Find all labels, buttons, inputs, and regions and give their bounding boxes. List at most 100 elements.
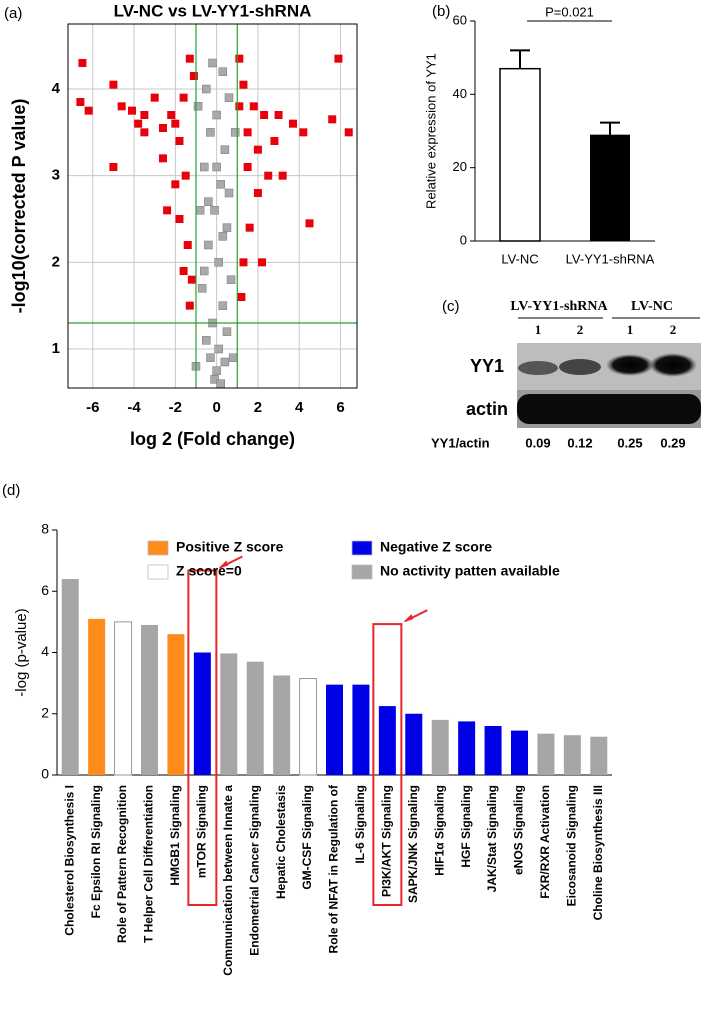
y-tick-label: 3 bbox=[52, 167, 60, 184]
point bbox=[84, 106, 93, 115]
point bbox=[140, 128, 149, 137]
y-tick-label: 4 bbox=[41, 643, 49, 659]
point bbox=[117, 102, 126, 111]
x-tick-label: -4 bbox=[127, 399, 141, 416]
point bbox=[175, 137, 184, 145]
point bbox=[224, 188, 234, 198]
bar bbox=[352, 684, 370, 775]
bar bbox=[458, 721, 476, 775]
blot-panel: (c) LV-YY1-shRNA LV-NC 1 2 1 2 YY1 actin… bbox=[431, 298, 701, 450]
bar bbox=[273, 675, 291, 775]
point bbox=[253, 145, 262, 154]
highlight-arrowhead bbox=[218, 560, 229, 569]
point bbox=[305, 219, 314, 228]
point bbox=[230, 128, 240, 137]
y-tick-label: 6 bbox=[41, 582, 49, 598]
point bbox=[278, 171, 287, 180]
highlight-box bbox=[372, 623, 403, 906]
point bbox=[253, 189, 262, 197]
bar bbox=[499, 67, 541, 242]
point bbox=[228, 353, 238, 362]
ratio-value: 0.12 bbox=[567, 435, 592, 450]
x-tick-label: GM-CSF Signaling bbox=[300, 785, 314, 890]
bar bbox=[220, 653, 238, 775]
highlight-arrowhead bbox=[403, 614, 414, 623]
point bbox=[334, 54, 343, 63]
band bbox=[517, 394, 701, 424]
x-tick-label: Role of Pattern Recognition bbox=[115, 785, 129, 943]
y-axis-label: -log (p-value) bbox=[13, 608, 30, 696]
point bbox=[78, 59, 87, 67]
point bbox=[193, 102, 203, 111]
point bbox=[109, 163, 118, 171]
band bbox=[606, 354, 654, 376]
panel-label: (d) bbox=[2, 482, 20, 499]
point bbox=[328, 115, 337, 124]
ratio-label: YY1/actin bbox=[431, 435, 490, 450]
point bbox=[158, 124, 167, 132]
lane-label: 2 bbox=[670, 322, 677, 337]
point bbox=[109, 80, 118, 89]
point bbox=[224, 93, 234, 102]
point bbox=[239, 80, 248, 89]
legend-swatch bbox=[147, 540, 169, 556]
band bbox=[518, 361, 558, 375]
bar bbox=[563, 735, 581, 775]
bar bbox=[167, 634, 185, 775]
x-tick-label: Choline Biosynthesis III bbox=[591, 785, 605, 920]
point bbox=[179, 267, 188, 275]
lane-label: 1 bbox=[627, 322, 634, 337]
band bbox=[559, 359, 601, 375]
x-tick-label: eNOS Signaling bbox=[512, 785, 526, 875]
x-tick-label: Hepatic Cholestasis bbox=[274, 785, 288, 899]
point bbox=[235, 102, 244, 111]
bar bbox=[114, 621, 133, 776]
point bbox=[167, 111, 176, 119]
x-tick-label: PI3K/AKT Signaling bbox=[380, 785, 394, 897]
x-tick-label: Eicosanoid Signaling bbox=[565, 785, 579, 906]
panel-label: (a) bbox=[4, 5, 22, 22]
legend-swatch bbox=[147, 564, 169, 580]
bar bbox=[590, 736, 608, 775]
point bbox=[208, 58, 217, 68]
point bbox=[171, 119, 180, 128]
point bbox=[243, 163, 252, 171]
bar bbox=[141, 624, 158, 775]
point bbox=[245, 223, 254, 232]
bar bbox=[405, 713, 423, 775]
y-tick-label: 4 bbox=[52, 80, 61, 97]
ratio-value: 0.25 bbox=[617, 435, 642, 450]
point bbox=[140, 111, 149, 119]
point bbox=[212, 366, 221, 375]
point bbox=[76, 98, 85, 106]
bar bbox=[511, 730, 528, 775]
x-tick-label: IL-6 Signaling bbox=[353, 785, 367, 864]
row-label: YY1 bbox=[470, 356, 504, 376]
band bbox=[649, 353, 697, 377]
legend-label: Positive Z score bbox=[176, 539, 284, 555]
point bbox=[220, 145, 230, 154]
point bbox=[183, 241, 192, 249]
point bbox=[218, 67, 228, 76]
point bbox=[243, 128, 252, 137]
highlight-box bbox=[187, 569, 218, 906]
plot-frame bbox=[67, 23, 358, 389]
x-tick-label: 0 bbox=[212, 399, 220, 416]
point bbox=[171, 180, 180, 189]
point bbox=[289, 119, 298, 128]
bar bbox=[61, 579, 79, 775]
x-tick-label: LV-YY1-shRNA bbox=[566, 251, 655, 266]
legend-label: Z score=0 bbox=[176, 563, 242, 579]
x-tick-label: HMGB1 Signaling bbox=[168, 785, 182, 886]
point bbox=[175, 215, 184, 223]
point bbox=[218, 232, 228, 241]
point bbox=[214, 344, 223, 354]
point bbox=[195, 206, 205, 215]
x-tick-label: Communication between Innate a bbox=[221, 785, 235, 976]
x-tick-label: JAK/Stat Signaling bbox=[485, 785, 499, 892]
point bbox=[199, 162, 209, 172]
x-tick-label: Fc Epsilon RI Signaling bbox=[89, 785, 103, 918]
point bbox=[179, 93, 188, 102]
point bbox=[204, 197, 213, 206]
